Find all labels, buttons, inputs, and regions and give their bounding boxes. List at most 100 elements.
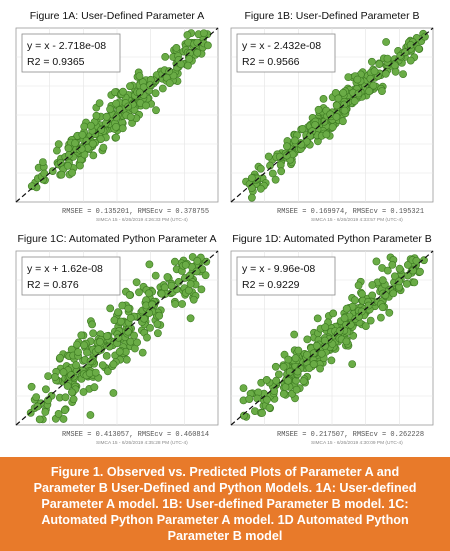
data-point: [253, 394, 262, 403]
data-point: [161, 53, 170, 61]
data-point: [294, 346, 303, 355]
data-point: [112, 99, 121, 108]
chart-panel-1c: Figure 1C: Automated Python Parameter A …: [12, 233, 222, 453]
data-point: [96, 338, 104, 346]
data-point: [416, 267, 424, 276]
data-point: [409, 266, 417, 275]
data-point: [57, 170, 66, 179]
data-point: [69, 395, 78, 404]
data-point: [118, 124, 127, 133]
data-point: [176, 60, 185, 68]
data-point: [171, 300, 180, 308]
equation-label: y = x - 9.96e-08: [242, 263, 315, 275]
data-point: [83, 348, 91, 357]
data-point: [372, 257, 381, 266]
chart-panel-1b: Figure 1B: User-Defined Parameter B y = …: [227, 10, 437, 230]
data-point: [65, 150, 73, 159]
data-point: [122, 355, 131, 364]
data-point: [390, 272, 399, 281]
data-point: [53, 146, 61, 155]
data-point: [76, 161, 84, 170]
data-point: [88, 320, 96, 329]
rmse-label: RMSEE = 0.169974, RMSEcv = 0.195321: [277, 208, 424, 216]
rmse-label: RMSEE = 0.135201, RMSEcv = 0.378755: [62, 208, 209, 216]
data-point: [358, 290, 366, 298]
data-point: [143, 333, 151, 342]
data-point: [279, 389, 288, 398]
data-point: [181, 261, 190, 269]
data-point: [201, 271, 210, 280]
data-point: [165, 79, 174, 87]
data-point: [193, 256, 202, 265]
data-point: [342, 337, 351, 346]
equation-box: [236, 256, 336, 296]
data-point: [264, 152, 273, 161]
data-point: [115, 347, 124, 356]
data-point: [263, 395, 271, 404]
r2-label: R2 = 0.876: [27, 279, 79, 291]
data-point: [351, 296, 359, 305]
software-label: SIMCA 15 - 6/26/2019 4:26:33 PM (UTC-4): [96, 217, 188, 223]
data-point: [258, 409, 266, 417]
data-point: [144, 289, 153, 298]
data-point: [126, 314, 135, 322]
data-point: [291, 354, 300, 363]
data-point: [342, 304, 351, 313]
chart-title: Figure 1A: User-Defined Parameter A: [29, 10, 205, 22]
equation-box: [236, 33, 336, 73]
scatter-plot-1d: y = x - 9.96e-08 R2 = 0.9229 RMSEE = 0.217…: [230, 250, 434, 446]
caption-line: Automated Python Parameter A model. 1D A…: [41, 513, 409, 527]
data-point: [146, 81, 155, 89]
data-point: [367, 57, 376, 66]
data-point: [153, 320, 162, 329]
equation-label: y = x - 2.432e-08: [242, 40, 321, 52]
data-point: [414, 44, 423, 53]
data-point: [298, 125, 307, 133]
chart-title: Figure 1B: User-Defined Parameter B: [244, 10, 420, 22]
data-point: [271, 175, 280, 184]
data-point: [145, 260, 154, 269]
data-point: [314, 105, 323, 114]
data-point: [388, 260, 397, 269]
data-point: [91, 368, 100, 377]
data-point: [151, 271, 160, 280]
data-point: [312, 341, 321, 350]
chart-panel-1d: Figure 1D: Automated Python Parameter B …: [227, 233, 437, 453]
data-point: [197, 285, 206, 294]
data-point: [378, 87, 386, 95]
data-point: [368, 281, 377, 289]
data-point: [106, 105, 114, 114]
data-point: [59, 368, 68, 377]
data-point: [44, 372, 52, 381]
data-point: [92, 111, 101, 120]
data-point: [282, 151, 291, 160]
data-point: [132, 278, 141, 287]
data-point: [256, 184, 265, 193]
data-point: [303, 350, 311, 359]
data-point: [361, 322, 370, 330]
data-point: [112, 113, 121, 122]
data-point: [354, 281, 363, 290]
data-point: [155, 311, 164, 320]
data-point: [64, 161, 72, 170]
data-point: [158, 84, 167, 93]
caption-line: Parameter B model: [167, 529, 283, 543]
data-point: [271, 362, 280, 371]
data-point: [97, 125, 106, 134]
data-point: [74, 348, 82, 356]
data-point: [67, 371, 75, 380]
data-point: [146, 324, 154, 332]
data-point: [284, 355, 293, 364]
data-point: [395, 264, 404, 273]
scatter-plot-1c: y = x + 1.62e-08 R2 = 0.876 RMSEE = 0.4130…: [15, 250, 219, 446]
data-point: [126, 82, 134, 91]
data-point: [59, 415, 68, 423]
data-point: [172, 43, 181, 52]
data-point: [277, 167, 286, 176]
data-point: [112, 123, 120, 131]
r2-label: R2 = 0.9229: [242, 279, 300, 291]
data-point: [321, 336, 329, 345]
data-point: [346, 320, 355, 329]
data-point: [157, 289, 166, 298]
data-point: [184, 286, 193, 295]
